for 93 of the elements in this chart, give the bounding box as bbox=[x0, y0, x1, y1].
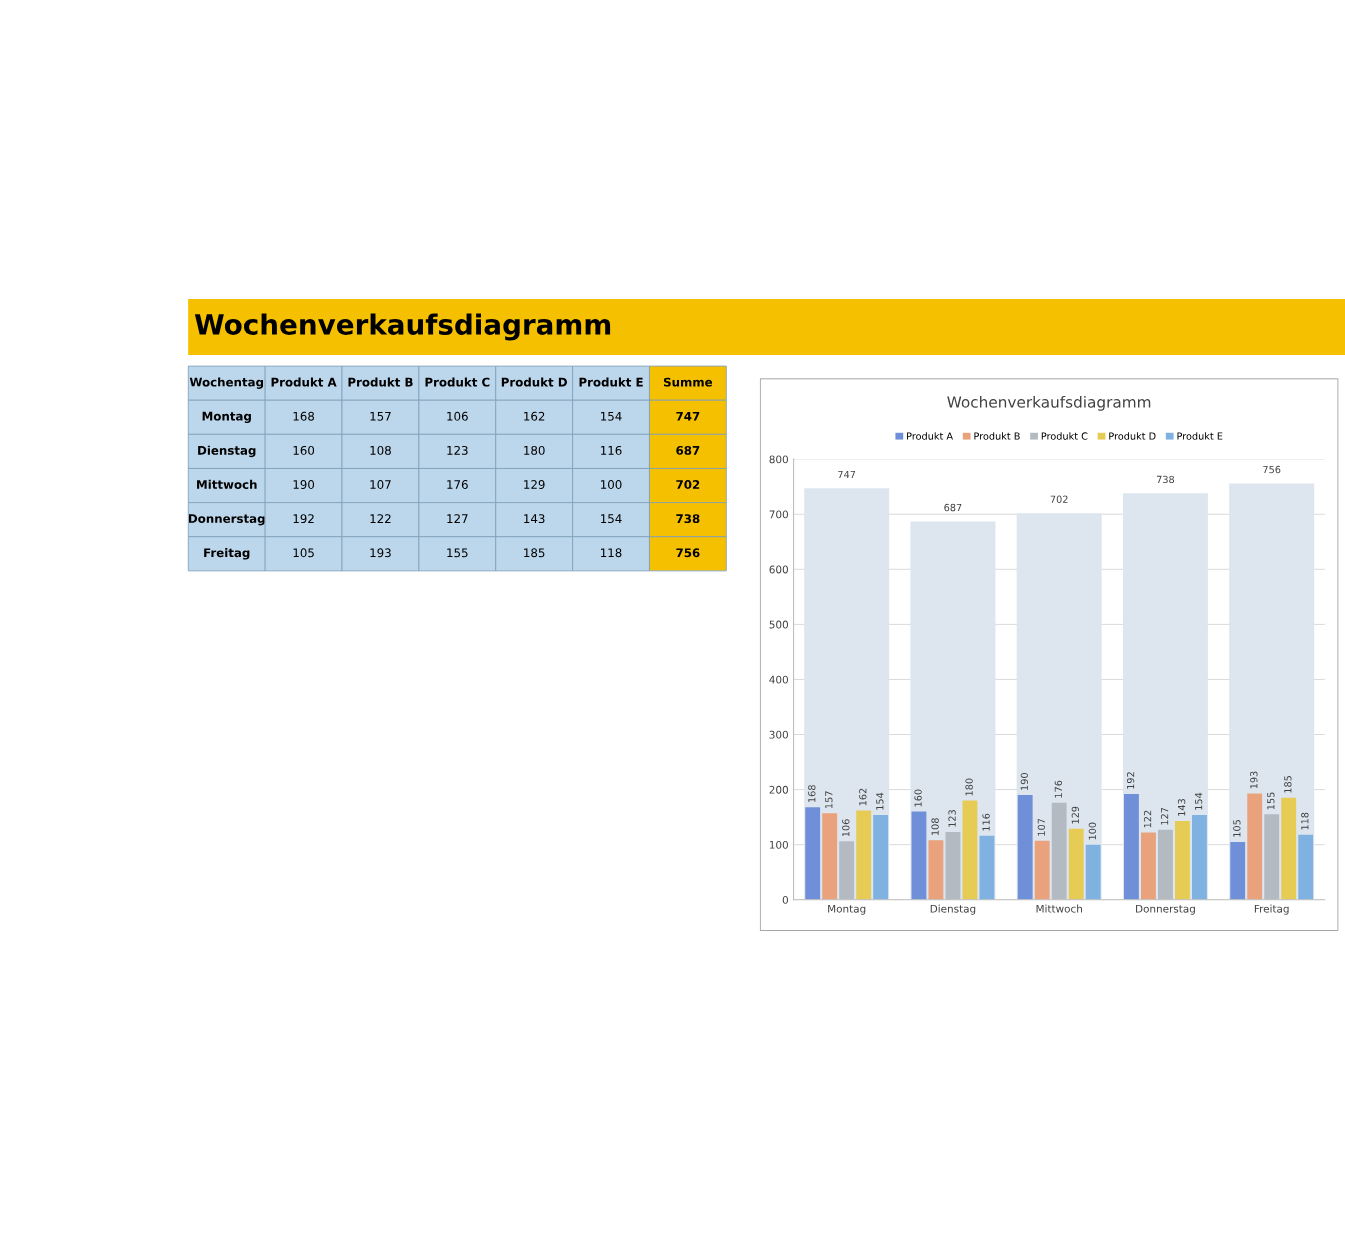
data-label: 154 bbox=[1195, 792, 1203, 810]
text: 747 bbox=[676, 411, 700, 421]
data-label: 168 bbox=[808, 785, 816, 802]
text: 162 bbox=[524, 411, 545, 421]
text: 154 bbox=[601, 514, 622, 524]
data-label: 180 bbox=[965, 778, 973, 796]
text: Wochentag bbox=[189, 377, 264, 389]
legend-label: Produkt A bbox=[907, 432, 953, 440]
text: 107 bbox=[370, 480, 391, 489]
category-label: Donnerstag bbox=[189, 514, 265, 526]
data-label: 160 bbox=[914, 789, 922, 807]
data-label: 100 bbox=[1088, 822, 1097, 840]
text: 192 bbox=[293, 514, 314, 524]
data-label: 154 bbox=[876, 792, 884, 810]
y-tick-label: 400 bbox=[769, 675, 788, 684]
text: Produkt D bbox=[501, 377, 567, 387]
data-label: 118 bbox=[1301, 812, 1309, 830]
data-label: 738 bbox=[1156, 475, 1175, 484]
x-tick-label: Montag bbox=[828, 904, 866, 915]
text: 687 bbox=[676, 445, 700, 455]
text: 118 bbox=[601, 548, 622, 558]
category-label: Dienstag bbox=[198, 445, 256, 458]
data-label: 105 bbox=[1233, 820, 1241, 837]
text: 116 bbox=[601, 445, 622, 455]
category-label: Montag bbox=[202, 411, 251, 423]
y-tick-label: 600 bbox=[769, 565, 788, 574]
data-label: 122 bbox=[1143, 810, 1152, 828]
data-label: 123 bbox=[948, 810, 956, 827]
x-tick-label: Mittwoch bbox=[1036, 904, 1082, 913]
data-label: 107 bbox=[1037, 818, 1046, 836]
data-label: 162 bbox=[859, 788, 867, 806]
text: 193 bbox=[370, 548, 391, 558]
text: 154 bbox=[601, 411, 622, 421]
data-label: 702 bbox=[1050, 495, 1068, 503]
text: 180 bbox=[524, 445, 545, 455]
text: 127 bbox=[447, 514, 468, 523]
text: 155 bbox=[447, 548, 468, 558]
y-tick-label: 500 bbox=[769, 620, 788, 629]
chart-title: Wochenverkaufsdiagramm bbox=[194, 313, 611, 341]
data-label: 108 bbox=[931, 818, 939, 836]
y-tick-label: 700 bbox=[769, 510, 788, 519]
x-tick-label: Freitag bbox=[1254, 904, 1289, 915]
data-label: 116 bbox=[982, 813, 990, 831]
text: 756 bbox=[676, 548, 700, 558]
data-label: 756 bbox=[1263, 465, 1281, 474]
legend-label: Produkt B bbox=[974, 432, 1020, 440]
data-label: 192 bbox=[1126, 772, 1135, 789]
text: Produkt B bbox=[348, 377, 413, 387]
data-label: 157 bbox=[825, 791, 833, 809]
category-label: Freitag bbox=[204, 548, 250, 560]
text: Produkt C bbox=[425, 377, 490, 387]
text: 160 bbox=[293, 445, 315, 455]
text: 100 bbox=[601, 480, 622, 489]
text: 702 bbox=[676, 480, 700, 489]
text: 129 bbox=[524, 480, 545, 489]
data-label: 687 bbox=[944, 503, 962, 512]
text: Summe bbox=[663, 377, 713, 387]
legend-label: Produkt E bbox=[1177, 432, 1223, 440]
text: 168 bbox=[293, 411, 315, 421]
legend-label: Produkt D bbox=[1109, 432, 1156, 440]
data-label: 193 bbox=[1250, 771, 1258, 789]
data-label: 106 bbox=[842, 819, 850, 837]
text: 190 bbox=[293, 480, 315, 489]
text: 143 bbox=[524, 514, 545, 524]
data-label: 127 bbox=[1160, 807, 1169, 825]
text: 176 bbox=[447, 480, 468, 489]
text: 105 bbox=[293, 548, 314, 558]
data-label: 747 bbox=[838, 470, 856, 478]
y-tick-label: 300 bbox=[769, 730, 788, 739]
y-tick-label: 200 bbox=[769, 785, 788, 794]
y-tick-label: 100 bbox=[769, 840, 788, 849]
text: Produkt E bbox=[579, 377, 643, 387]
text: 738 bbox=[676, 514, 700, 524]
text: 122 bbox=[370, 514, 391, 523]
x-tick-label: Donnerstag bbox=[1136, 904, 1195, 915]
legend-label: Produkt C bbox=[1041, 432, 1088, 440]
text: 106 bbox=[447, 411, 468, 421]
text: 157 bbox=[370, 411, 391, 421]
category-label: Mittwoch bbox=[197, 479, 257, 489]
chart-title: Wochenverkaufsdiagramm bbox=[947, 395, 1151, 411]
data-label: 185 bbox=[1284, 775, 1292, 793]
text: 185 bbox=[524, 548, 545, 558]
y-tick-label: 800 bbox=[769, 455, 788, 464]
data-label: 155 bbox=[1267, 792, 1275, 810]
text: 123 bbox=[447, 445, 468, 455]
y-tick-label: 0 bbox=[782, 895, 788, 904]
text: Produkt A bbox=[271, 377, 337, 387]
x-tick-label: Dienstag bbox=[930, 904, 976, 915]
data-label: 143 bbox=[1177, 799, 1186, 816]
data-label: 129 bbox=[1071, 806, 1080, 824]
data-label: 190 bbox=[1020, 773, 1029, 790]
text: 108 bbox=[370, 445, 391, 455]
data-label: 176 bbox=[1054, 780, 1063, 798]
